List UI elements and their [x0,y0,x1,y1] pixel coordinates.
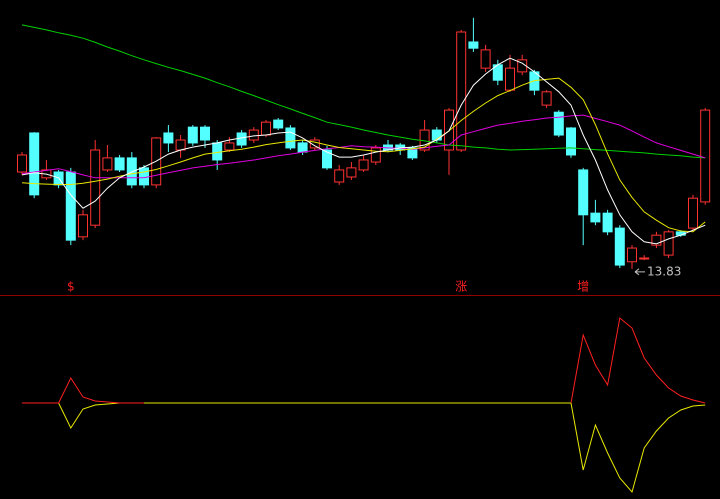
candle-body [358,159,369,171]
candle-body [17,154,27,173]
candle-body [578,169,589,216]
annotation-arrow [634,268,645,276]
candle-body [236,132,247,146]
candle-body [431,129,442,141]
candle-body [285,127,296,149]
candle-body [126,157,137,186]
candle-body [102,157,113,171]
candle-body [139,167,149,186]
candle-body [541,91,552,106]
signal-label: $ [67,280,75,294]
candle-body [456,31,467,151]
candle-body [334,169,345,183]
candle-body [688,197,698,229]
candle-body [602,212,613,233]
candle-body [65,171,76,241]
candle-body [663,231,674,256]
candle-body [407,147,418,159]
candle-body [480,49,491,69]
signal-label: 涨 [455,279,467,294]
candle-body [614,227,625,266]
candle-body [273,119,284,129]
candle-body [212,142,223,161]
candle-body [370,147,381,163]
candle-body [468,41,479,49]
candle-body [78,214,88,238]
candle-body [566,127,576,156]
moving-average [21,57,706,245]
candle-body [309,139,320,149]
candle-body [163,132,174,144]
low-price-label: 13.83 [647,264,681,278]
candle-body [444,109,454,151]
moving-average [21,77,706,233]
candle-body [248,129,259,141]
candle-body [187,126,198,144]
candle-body [114,157,125,171]
candle-body [590,212,601,223]
candle-body [639,257,650,260]
candle-body [651,234,662,246]
candle-body [90,149,101,226]
candle-body [151,137,162,186]
candle-body [200,126,210,141]
indicator-line [22,317,706,404]
candle-body [627,247,637,263]
candle-body [224,142,235,151]
candle-body [346,167,357,178]
candle-body [297,142,308,153]
signal-label: 增 [577,280,589,294]
candle-body [553,111,564,136]
candle-body [322,149,332,169]
candle-body [29,132,40,196]
moving-average [21,24,706,159]
